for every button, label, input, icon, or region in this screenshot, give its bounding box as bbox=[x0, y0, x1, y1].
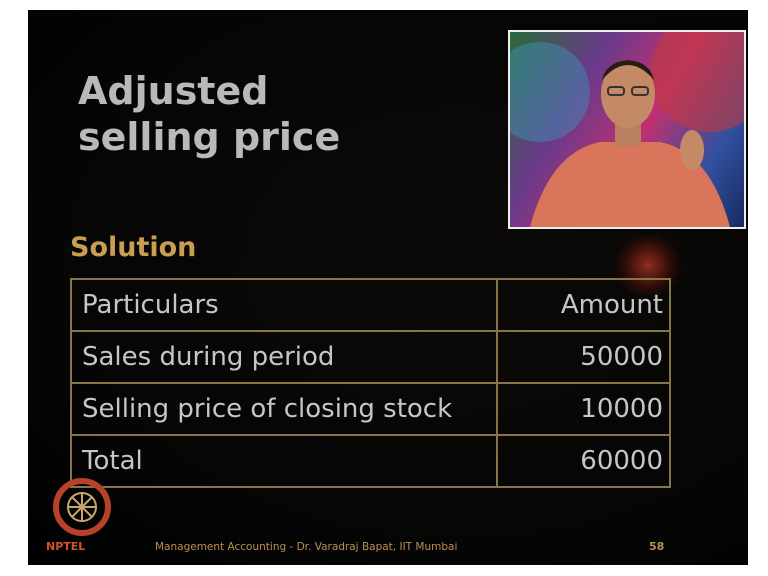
slide-subtitle: Solution bbox=[70, 232, 196, 263]
cell: Selling price of closing stock bbox=[71, 383, 497, 435]
solution-table: Particulars Amount Sales during period 5… bbox=[70, 278, 671, 488]
footer-text: Management Accounting - Dr. Varadraj Bap… bbox=[155, 541, 457, 553]
nptel-logo bbox=[50, 475, 120, 537]
cell: 50000 bbox=[497, 331, 670, 383]
header-cell: Amount bbox=[497, 279, 670, 331]
cell: 60000 bbox=[497, 435, 670, 487]
table-row: Selling price of closing stock 10000 bbox=[71, 383, 670, 435]
video-inset bbox=[508, 30, 746, 229]
logo-text: NPTEL bbox=[46, 540, 85, 553]
screen: Adjusted selling price Solution Particul… bbox=[0, 0, 768, 576]
page-number: 58 bbox=[649, 540, 664, 553]
cell: Total bbox=[71, 435, 497, 487]
speaker-video bbox=[510, 32, 744, 227]
table-row: Total 60000 bbox=[71, 435, 670, 487]
header-cell: Particulars bbox=[71, 279, 497, 331]
slide-title: Adjusted selling price bbox=[78, 68, 408, 160]
table-header: Particulars Amount bbox=[71, 279, 670, 331]
cell: Sales during period bbox=[71, 331, 497, 383]
table-row: Sales during period 50000 bbox=[71, 331, 670, 383]
cell: 10000 bbox=[497, 383, 670, 435]
slide: Adjusted selling price Solution Particul… bbox=[28, 10, 748, 565]
